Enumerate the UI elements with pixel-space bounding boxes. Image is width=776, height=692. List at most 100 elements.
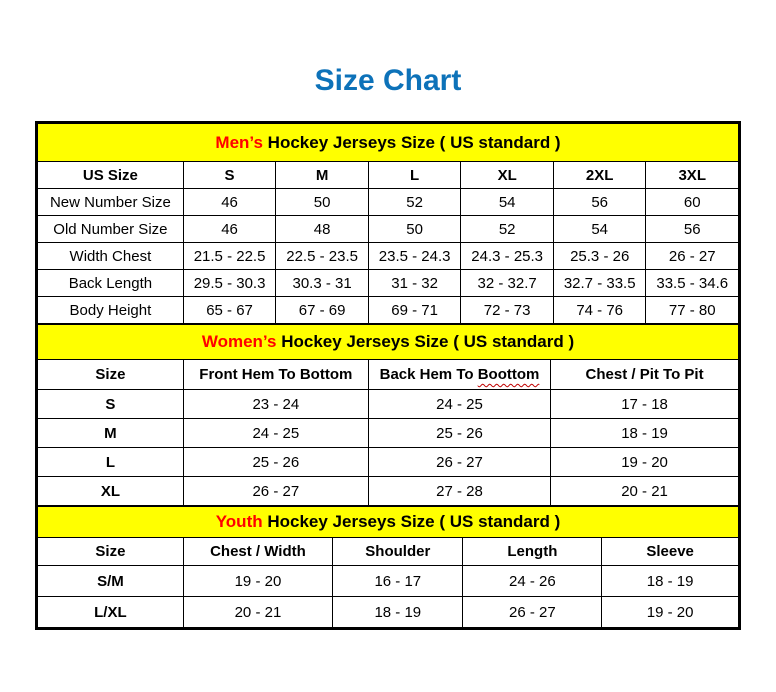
youth-section-title-rest: Hockey Jerseys Size ( US standard ): [262, 512, 561, 531]
mens-section-title-rest: Hockey Jerseys Size ( US standard ): [262, 132, 561, 152]
header-cell: 3XL: [645, 161, 739, 189]
data-cell: 19 - 20: [182, 565, 334, 597]
header-text: Back Hem To: [379, 366, 478, 383]
header-cell: Shoulder: [332, 537, 464, 566]
mens-section-title-highlight: Men’s: [215, 132, 263, 152]
mens-header-row: US Size S M L XL 2XL 3XL: [37, 161, 739, 189]
data-cell: 26 - 27: [645, 242, 739, 270]
row-label: Width Chest: [37, 242, 184, 270]
misspelled-word: Boottom: [477, 366, 540, 383]
womens-size-table: Women’s Hockey Jerseys Size ( US standar…: [37, 324, 739, 506]
data-cell: 50: [367, 215, 462, 243]
data-cell: 56: [645, 215, 739, 243]
size-label: S: [37, 389, 184, 419]
data-cell: 18 - 19: [550, 418, 739, 448]
table-row: M 24 - 25 25 - 26 18 - 19: [37, 418, 739, 448]
table-row: New Number Size 46 50 52 54 56 60: [37, 188, 739, 216]
data-cell: 19 - 20: [601, 596, 739, 628]
womens-section-title-row: Women’s Hockey Jerseys Size ( US standar…: [37, 324, 739, 360]
table-row: L/XL 20 - 21 18 - 19 26 - 27 19 - 20: [37, 596, 739, 628]
data-cell: 27 - 28: [367, 476, 552, 506]
data-cell: 20 - 21: [550, 476, 739, 506]
data-cell: 33.5 - 34.6: [645, 269, 739, 297]
data-cell: 25 - 26: [367, 418, 552, 448]
header-cell: Back Hem To Boottom: [367, 359, 552, 390]
header-cell: 2XL: [552, 161, 647, 189]
size-label: L: [37, 447, 184, 477]
data-cell: 26 - 27: [182, 476, 369, 506]
data-cell: 16 - 17: [332, 565, 464, 597]
size-chart: Men’s Hockey Jerseys Size ( US standard …: [35, 121, 741, 630]
youth-section-title-highlight: Youth: [215, 512, 263, 531]
header-cell: S: [182, 161, 277, 189]
size-label: S/M: [37, 565, 184, 597]
data-cell: 46: [182, 188, 277, 216]
size-label: M: [37, 418, 184, 448]
data-cell: 24 - 25: [367, 389, 552, 419]
row-label: Body Height: [37, 296, 184, 324]
table-row: Width Chest 21.5 - 22.5 22.5 - 23.5 23.5…: [37, 242, 739, 270]
data-cell: 24 - 26: [462, 565, 603, 597]
data-cell: 26 - 27: [367, 447, 552, 477]
table-row: L 25 - 26 26 - 27 19 - 20: [37, 447, 739, 477]
womens-section-title-rest: Hockey Jerseys Size ( US standard ): [276, 332, 575, 351]
womens-header-row: Size Front Hem To Bottom Back Hem To Boo…: [37, 359, 739, 390]
header-cell: M: [275, 161, 369, 189]
youth-section-title: Youth Hockey Jerseys Size ( US standard …: [37, 506, 739, 538]
data-cell: 52: [367, 188, 462, 216]
table-row: S 23 - 24 24 - 25 17 - 18: [37, 389, 739, 419]
youth-size-table: Youth Hockey Jerseys Size ( US standard …: [37, 506, 739, 628]
mens-section-title-row: Men’s Hockey Jerseys Size ( US standard …: [37, 123, 739, 162]
mens-size-table: Men’s Hockey Jerseys Size ( US standard …: [37, 123, 739, 324]
data-cell: 32 - 32.7: [460, 269, 554, 297]
data-cell: 21.5 - 22.5: [182, 242, 277, 270]
data-cell: 22.5 - 23.5: [275, 242, 369, 270]
data-cell: 54: [460, 188, 554, 216]
data-cell: 19 - 20: [550, 447, 739, 477]
data-cell: 18 - 19: [601, 565, 739, 597]
table-row: Back Length 29.5 - 30.3 30.3 - 31 31 - 3…: [37, 269, 739, 297]
header-cell: Chest / Pit To Pit: [550, 359, 739, 390]
womens-section-title-highlight: Women’s: [201, 332, 277, 351]
data-cell: 54: [552, 215, 647, 243]
data-cell: 65 - 67: [182, 296, 277, 324]
header-cell: Size: [37, 537, 184, 566]
row-label: Back Length: [37, 269, 184, 297]
youth-header-row: Size Chest / Width Shoulder Length Sleev…: [37, 537, 739, 566]
data-cell: 30.3 - 31: [275, 269, 369, 297]
data-cell: 29.5 - 30.3: [182, 269, 277, 297]
data-cell: 50: [275, 188, 369, 216]
row-label: Old Number Size: [37, 215, 184, 243]
header-cell: XL: [460, 161, 554, 189]
header-cell: Size: [37, 359, 184, 390]
header-cell: Chest / Width: [182, 537, 334, 566]
data-cell: 32.7 - 33.5: [552, 269, 647, 297]
header-cell: US Size: [37, 161, 184, 189]
data-cell: 25 - 26: [182, 447, 369, 477]
header-cell: L: [367, 161, 462, 189]
womens-section-title: Women’s Hockey Jerseys Size ( US standar…: [37, 324, 739, 360]
data-cell: 23 - 24: [182, 389, 369, 419]
mens-section-title: Men’s Hockey Jerseys Size ( US standard …: [37, 123, 739, 162]
table-row: Old Number Size 46 48 50 52 54 56: [37, 215, 739, 243]
header-cell: Length: [462, 537, 603, 566]
data-cell: 69 - 71: [367, 296, 462, 324]
data-cell: 48: [275, 215, 369, 243]
header-cell: Front Hem To Bottom: [182, 359, 369, 390]
data-cell: 23.5 - 24.3: [367, 242, 462, 270]
data-cell: 74 - 76: [552, 296, 647, 324]
data-cell: 56: [552, 188, 647, 216]
data-cell: 24.3 - 25.3: [460, 242, 554, 270]
data-cell: 52: [460, 215, 554, 243]
data-cell: 31 - 32: [367, 269, 462, 297]
data-cell: 24 - 25: [182, 418, 369, 448]
row-label: New Number Size: [37, 188, 184, 216]
header-cell: Sleeve: [601, 537, 739, 566]
data-cell: 18 - 19: [332, 596, 464, 628]
data-cell: 77 - 80: [645, 296, 739, 324]
data-cell: 17 - 18: [550, 389, 739, 419]
data-cell: 25.3 - 26: [552, 242, 647, 270]
data-cell: 26 - 27: [462, 596, 603, 628]
size-label: L/XL: [37, 596, 184, 628]
data-cell: 60: [645, 188, 739, 216]
